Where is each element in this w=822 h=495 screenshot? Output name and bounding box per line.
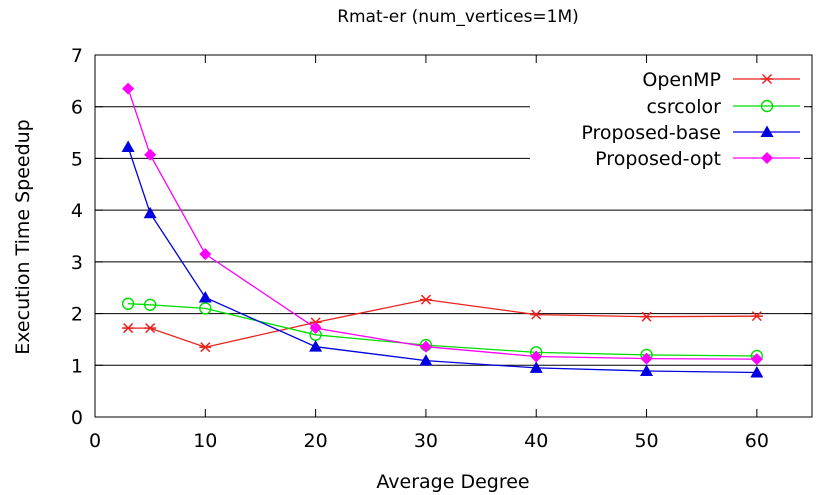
y-tick-label-0: 0 xyxy=(71,407,83,429)
series-line-proposed-opt xyxy=(127,88,757,360)
legend-label-proposed-opt: Proposed-opt xyxy=(595,148,721,170)
data-point-proposed-opt-7 xyxy=(750,353,763,366)
legend-entry-csrcolor: csrcolor xyxy=(646,96,800,118)
series-csrcolor xyxy=(121,297,764,363)
data-point-openmp-0 xyxy=(122,323,135,334)
series-line-proposed-base xyxy=(127,146,757,374)
series-line-csrcolor xyxy=(128,303,757,357)
data-point-csrcolor-2 xyxy=(199,302,212,315)
y-tick-label-5: 5 xyxy=(71,148,83,170)
data-point-proposed-base-0 xyxy=(121,140,135,153)
data-point-openmp-1 xyxy=(144,323,157,334)
x-tick-label-40: 40 xyxy=(524,430,548,452)
data-point-openmp-2 xyxy=(199,342,212,353)
data-point-proposed-base-5 xyxy=(529,361,543,373)
data-point-proposed-opt-1 xyxy=(144,148,157,161)
axes: 0 1 2 3 4 5 6 7 0 10 20 30 40 50 60 xyxy=(71,45,813,452)
chart-title: Rmat-er (num_vertices=1M) xyxy=(337,7,579,27)
x-tick-label-60: 60 xyxy=(745,430,769,452)
plot-frame xyxy=(94,54,813,418)
y-axis-title: Execution Time Speedup xyxy=(12,119,34,354)
grid-lines xyxy=(95,106,812,366)
data-point-proposed-opt-4 xyxy=(419,340,432,353)
data-point-proposed-base-3 xyxy=(309,340,323,352)
series-proposed-base xyxy=(121,140,764,378)
data-point-proposed-base-2 xyxy=(198,291,212,303)
x-tick-label-0: 0 xyxy=(89,430,101,452)
legend-marker-proposed-base xyxy=(760,125,774,137)
data-point-proposed-base-4 xyxy=(419,354,433,366)
series-layer xyxy=(121,82,764,378)
x-tick-label-30: 30 xyxy=(414,430,438,452)
data-point-proposed-base-6 xyxy=(640,364,654,376)
legend-marker-openmp xyxy=(761,73,773,85)
series-proposed-opt xyxy=(122,82,763,366)
x-tick-label-50: 50 xyxy=(634,430,658,452)
legend-entry-proposed-opt: Proposed-opt xyxy=(595,148,800,170)
data-point-proposed-opt-2 xyxy=(199,248,212,261)
data-point-csrcolor-1 xyxy=(143,298,157,311)
data-point-proposed-base-1 xyxy=(143,206,157,219)
data-point-openmp-6 xyxy=(640,311,653,322)
legend-label-csrcolor: csrcolor xyxy=(646,96,721,118)
series-openmp xyxy=(122,294,763,353)
data-point-proposed-opt-5 xyxy=(530,350,543,363)
y-tick-label-2: 2 xyxy=(71,304,83,326)
series-line-openmp xyxy=(128,298,757,348)
x-tick-label-20: 20 xyxy=(304,430,328,452)
legend-entry-proposed-base: Proposed-base xyxy=(581,122,800,144)
legend: OpenMP csrcolor Proposed-base Proposed-opt xyxy=(581,69,800,170)
data-point-proposed-opt-3 xyxy=(309,322,322,335)
y-tick-label-4: 4 xyxy=(71,200,83,222)
legend-marker-csrcolor xyxy=(760,99,774,113)
data-point-proposed-base-7 xyxy=(750,366,764,378)
legend-entry-openmp: OpenMP xyxy=(642,69,800,91)
y-tick-label-1: 1 xyxy=(71,355,83,377)
y-tick-label-7: 7 xyxy=(71,45,83,67)
data-point-csrcolor-0 xyxy=(121,297,135,310)
data-point-openmp-5 xyxy=(530,309,543,320)
data-point-proposed-opt-0 xyxy=(122,82,135,95)
data-point-openmp-4 xyxy=(419,294,432,305)
legend-label-proposed-base: Proposed-base xyxy=(581,122,721,144)
legend-marker-proposed-opt xyxy=(761,152,773,164)
y-tick-label-6: 6 xyxy=(71,97,83,119)
x-axis-title: Average Degree xyxy=(376,471,529,493)
legend-label-openmp: OpenMP xyxy=(642,69,721,91)
data-point-proposed-opt-6 xyxy=(640,352,653,365)
data-point-openmp-7 xyxy=(750,311,763,322)
y-tick-label-3: 3 xyxy=(71,252,83,274)
x-tick-label-10: 10 xyxy=(193,430,217,452)
